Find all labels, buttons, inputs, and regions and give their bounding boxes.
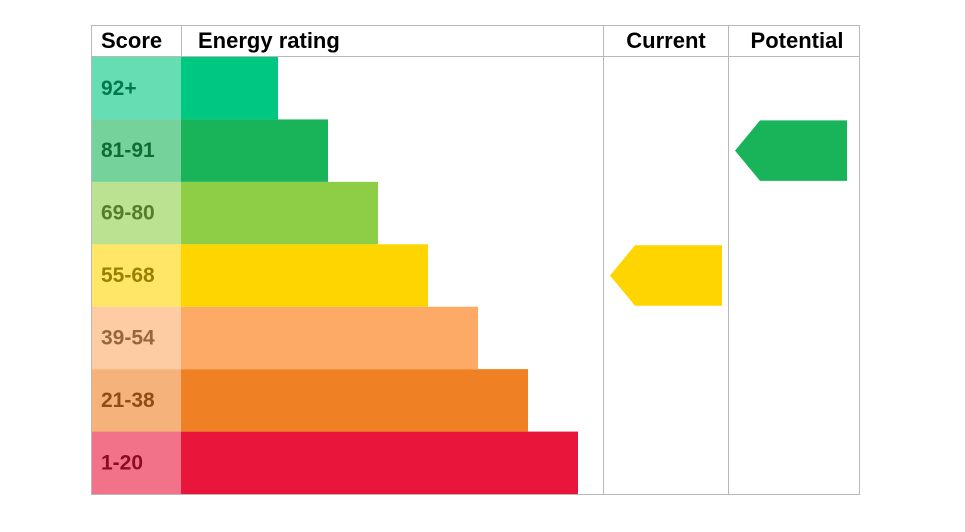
score-cell [91, 244, 181, 307]
score-cell [91, 181, 181, 245]
rating-bar [181, 181, 378, 245]
rating-bar [181, 369, 528, 432]
potential-arrow [735, 120, 847, 181]
rating-bar [181, 57, 278, 120]
rating-bar [181, 431, 578, 495]
rating-bar [181, 119, 328, 182]
score-cell [91, 369, 181, 432]
header-potential: Potential [751, 28, 844, 53]
header-score: Score [101, 28, 162, 53]
rating-bar [181, 306, 478, 370]
frame [91, 25, 860, 495]
score-cell [91, 119, 181, 182]
current-arrow [610, 245, 722, 306]
header-current: Current [626, 28, 706, 53]
header-energy-rating: Energy rating [198, 28, 340, 53]
score-cell [91, 57, 181, 120]
score-cell [91, 306, 181, 370]
rating-bar [181, 244, 428, 307]
score-cell [91, 431, 181, 495]
